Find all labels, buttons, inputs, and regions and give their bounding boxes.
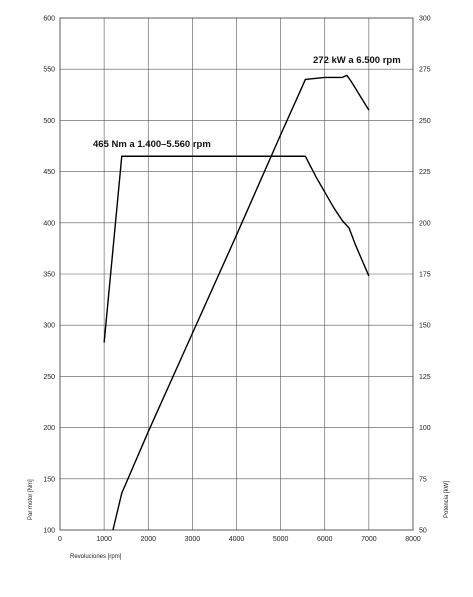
right-y-axis-title: Potencia [kW]	[444, 481, 450, 518]
right-y-tick-label: 50	[419, 528, 427, 535]
left-y-tick-label: 150	[43, 476, 55, 483]
left-y-axis-title: Par motor [Nm]	[28, 479, 34, 520]
left-y-tick-label: 100	[43, 528, 55, 535]
x-tick-label: 5000	[273, 536, 289, 543]
x-tick-label: 2000	[140, 536, 156, 543]
right-y-tick-label: 150	[419, 323, 431, 330]
right-y-tick-label: 250	[419, 118, 431, 125]
left-y-tick-label: 250	[43, 374, 55, 381]
power-curve-line	[112, 74, 370, 531]
left-y-tick-label: 200	[43, 425, 55, 432]
data-series	[103, 74, 370, 531]
torque-curve-line	[103, 155, 370, 343]
right-y-tick-label: 300	[419, 16, 431, 23]
left-y-tick-label: 350	[43, 272, 55, 279]
left-y-axis-ticks: 100 150 200 250 300 350 400 450 500 550 600	[43, 16, 55, 535]
right-y-tick-label: 125	[419, 374, 431, 381]
plot-area-frame	[59, 17, 414, 531]
x-tick-label: 7000	[361, 536, 377, 543]
left-y-tick-label: 300	[43, 323, 55, 330]
x-tick-label: 6000	[317, 536, 333, 543]
right-y-tick-label: 275	[419, 67, 431, 74]
left-y-tick-label: 550	[43, 67, 55, 74]
left-y-tick-label: 450	[43, 169, 55, 176]
left-y-tick-label: 400	[43, 220, 55, 227]
x-tick-label: 1000	[96, 536, 112, 543]
x-tick-label: 8000	[405, 536, 421, 543]
right-y-tick-label: 175	[419, 272, 431, 279]
power-annotation: 272 kW a 6.500 rpm	[313, 55, 401, 66]
grid-lines	[60, 18, 413, 530]
x-tick-label: 3000	[185, 536, 201, 543]
left-y-tick-label: 600	[43, 16, 55, 23]
x-tick-label: 4000	[229, 536, 245, 543]
torque-annotation: 465 Nm a 1.400–5.560 rpm	[93, 139, 211, 150]
x-axis-title: Revoluciones [rpm]	[70, 554, 122, 560]
right-y-tick-label: 75	[419, 476, 427, 483]
x-tick-label: 0	[58, 536, 62, 543]
right-y-tick-label: 200	[419, 220, 431, 227]
right-y-axis-ticks: 50 75 100 125 150 175 200 225 250 275 300	[419, 16, 431, 535]
right-y-tick-label: 100	[419, 425, 431, 432]
x-axis-ticks: 0 1000 2000 3000 4000 5000 6000 7000 8000	[58, 536, 421, 543]
right-y-tick-label: 225	[419, 169, 431, 176]
left-y-tick-label: 500	[43, 118, 55, 125]
